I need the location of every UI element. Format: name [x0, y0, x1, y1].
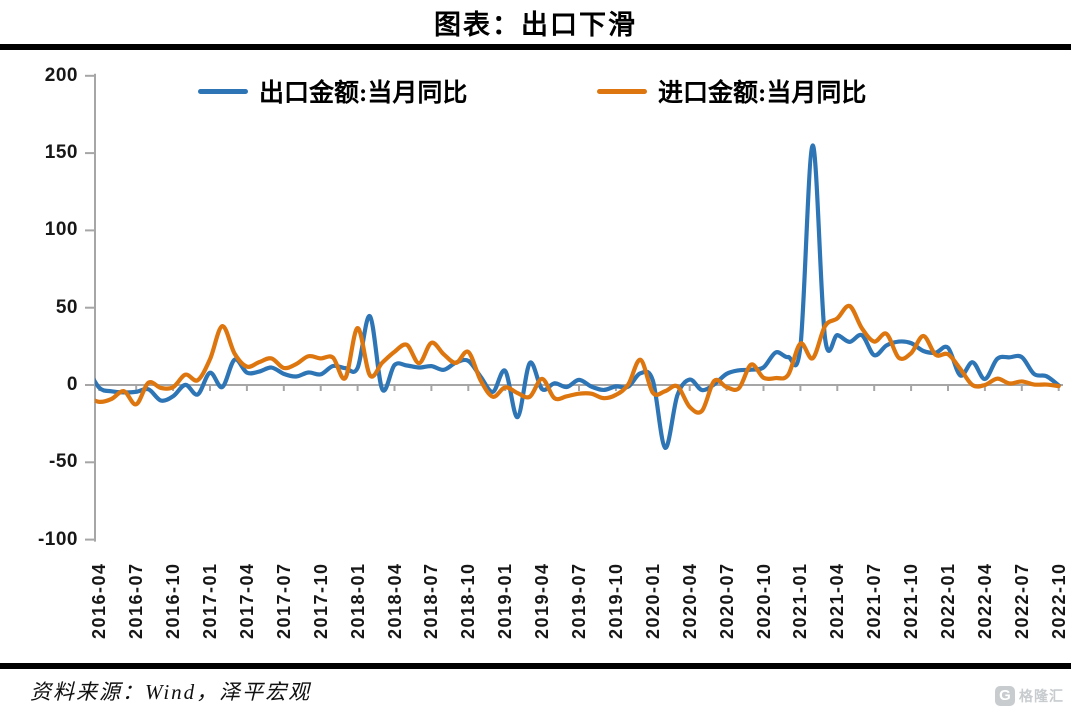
y-axis-tick-label: -50 — [49, 451, 78, 473]
x-axis-tick-label: 2021-07 — [864, 562, 885, 639]
import-series-line — [95, 303, 1061, 415]
x-axis-tick-label: 2017-04 — [236, 562, 257, 639]
x-axis-tick-label: 2020-04 — [679, 562, 700, 639]
x-axis-tick-label: 2017-01 — [200, 562, 220, 639]
x-axis-tick-label: 2022-07 — [1011, 562, 1032, 639]
chart-title: 图表：出口下滑 — [434, 10, 637, 40]
x-axis-tick-label: 2016-10 — [163, 562, 184, 639]
x-axis-tick-label: 2018-04 — [384, 562, 405, 639]
gelonghui-logo: G 格隆汇 — [995, 686, 1064, 706]
y-axis-tick-label: -100 — [37, 528, 78, 550]
x-axis-tick-label: 2019-04 — [532, 562, 553, 639]
x-axis-tick-label: 2017-10 — [310, 562, 331, 639]
x-axis-tick-label: 2018-10 — [458, 562, 479, 639]
x-axis-tick-label: 2021-01 — [790, 562, 811, 639]
x-axis-tick-label: 2019-01 — [495, 562, 516, 639]
x-axis-tick-label: 2016-07 — [126, 562, 147, 639]
gelonghui-icon: G — [995, 686, 1015, 706]
x-axis-tick-label: 2021-04 — [827, 562, 848, 639]
source-note: 资料来源：Wind，泽平宏观 — [30, 680, 312, 704]
top-divider — [0, 44, 1071, 50]
y-axis-tick-label: 0 — [66, 374, 78, 395]
export-series-line — [95, 143, 1061, 450]
y-axis-tick-label: 50 — [55, 296, 78, 318]
x-axis-tick-label: 2022-01 — [938, 562, 958, 639]
x-axis-tick-label: 2020-10 — [753, 562, 774, 639]
x-axis-tick-label: 2022-10 — [1048, 562, 1069, 639]
x-axis-tick-label: 2018-01 — [347, 562, 368, 639]
x-axis-tick-label: 2021-10 — [901, 562, 922, 639]
gelonghui-brand-text: 格隆汇 — [1019, 688, 1064, 704]
bottom-divider — [0, 663, 1071, 669]
x-axis-tick-label: 2020-01 — [642, 562, 663, 639]
x-axis-tick-label: 2019-07 — [569, 562, 589, 639]
y-axis-tick-label: 100 — [44, 219, 78, 241]
x-axis-tick-label: 2018-07 — [421, 562, 442, 639]
x-axis-tick-label: 2017-07 — [273, 562, 294, 639]
x-axis-tick-label: 2016-04 — [89, 562, 110, 639]
x-axis-tick-label: 2019-10 — [605, 562, 626, 639]
y-axis-tick-label: 200 — [44, 64, 78, 86]
x-axis-tick-label: 2022-04 — [974, 562, 995, 639]
y-axis-tick-label: 150 — [44, 142, 78, 164]
x-axis-tick-label: 2020-07 — [716, 562, 737, 639]
